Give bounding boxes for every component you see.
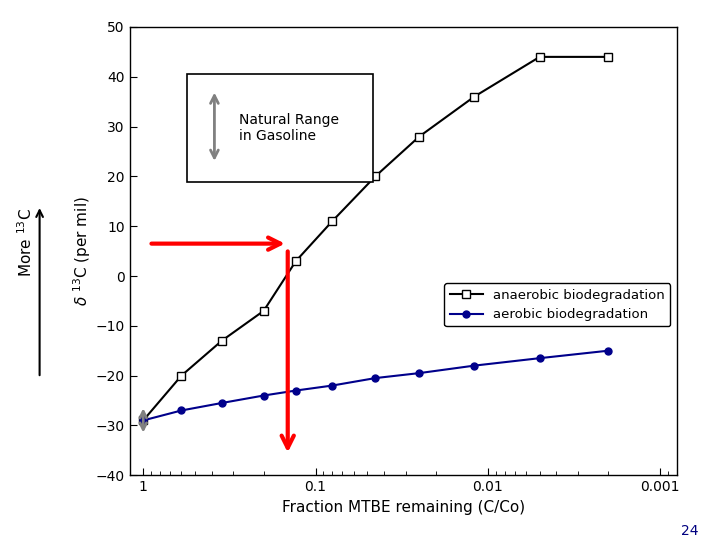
aerobic biodegradation <box>259 392 268 399</box>
anaerobic biodegradation <box>177 373 186 379</box>
X-axis label: Fraction MTBE remaining (C/Co): Fraction MTBE remaining (C/Co) <box>282 500 525 515</box>
anaerobic biodegradation <box>328 218 336 225</box>
Text: 24: 24 <box>681 524 698 538</box>
aerobic biodegradation <box>415 370 423 376</box>
anaerobic biodegradation <box>415 133 423 140</box>
aerobic biodegradation <box>604 347 613 354</box>
aerobic biodegradation <box>177 407 186 414</box>
Text: More $^{13}$C: More $^{13}$C <box>16 208 35 278</box>
aerobic biodegradation <box>217 400 226 406</box>
aerobic biodegradation <box>470 362 479 369</box>
aerobic biodegradation <box>536 355 544 361</box>
anaerobic biodegradation <box>536 53 544 60</box>
aerobic biodegradation <box>328 382 336 389</box>
anaerobic biodegradation <box>470 93 479 100</box>
anaerobic biodegradation <box>217 338 226 344</box>
aerobic biodegradation <box>292 387 300 394</box>
Y-axis label: $\delta$ $^{13}$C (per mil): $\delta$ $^{13}$C (per mil) <box>71 196 93 306</box>
Legend: anaerobic biodegradation, aerobic biodegradation: anaerobic biodegradation, aerobic biodeg… <box>444 284 670 327</box>
Text: Natural Range
in Gasoline: Natural Range in Gasoline <box>239 113 339 143</box>
anaerobic biodegradation <box>371 173 379 180</box>
Line: anaerobic biodegradation: anaerobic biodegradation <box>139 53 613 424</box>
aerobic biodegradation <box>371 375 379 381</box>
anaerobic biodegradation <box>604 53 613 60</box>
anaerobic biodegradation <box>139 417 148 424</box>
aerobic biodegradation <box>139 417 148 424</box>
anaerobic biodegradation <box>292 258 300 264</box>
anaerobic biodegradation <box>259 308 268 314</box>
Line: aerobic biodegradation: aerobic biodegradation <box>140 347 612 424</box>
FancyBboxPatch shape <box>187 74 373 181</box>
